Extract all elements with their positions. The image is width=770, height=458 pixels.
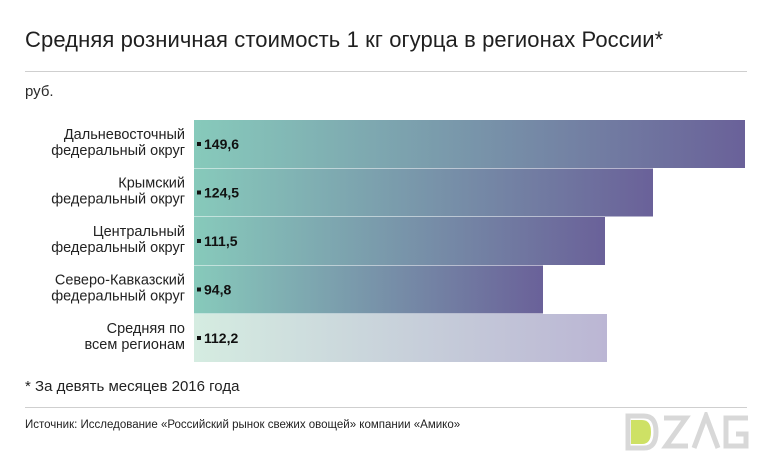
category-label: Северо-Кавказский федеральный округ [51, 273, 185, 305]
bar-0 [194, 120, 745, 168]
source-note: Источник: Исследование «Российский рынок… [25, 419, 461, 431]
bar-marker [197, 336, 201, 340]
bar-marker [197, 190, 201, 195]
bar-marker [197, 239, 201, 243]
value-label: 94,8 [204, 282, 231, 298]
bar-marker [197, 142, 201, 146]
bar-average [194, 314, 607, 362]
value-label: 112,2 [204, 330, 238, 346]
category-label: Крымский федеральный округ [51, 176, 185, 208]
category-label: Средняя по всем регионам [85, 321, 185, 353]
chart-title: Средняя розничная стоимость 1 кг огурца … [25, 27, 664, 52]
category-label: Центральный федеральный округ [51, 224, 185, 256]
footnote: * За девять месяцев 2016 года [25, 378, 240, 395]
value-label: 149,6 [204, 136, 239, 152]
value-label: 124,5 [204, 185, 239, 201]
dzagi-logo [625, 412, 749, 451]
unit-label: руб. [25, 83, 54, 100]
category-label: Дальневосточный федеральный округ [51, 127, 185, 159]
bar-1 [194, 168, 653, 217]
title-divider [25, 71, 747, 72]
bar-2 [194, 217, 605, 265]
bar-marker [197, 287, 201, 292]
value-label: 111,5 [204, 233, 238, 249]
bar-3 [194, 265, 543, 314]
footer-divider [25, 407, 747, 408]
